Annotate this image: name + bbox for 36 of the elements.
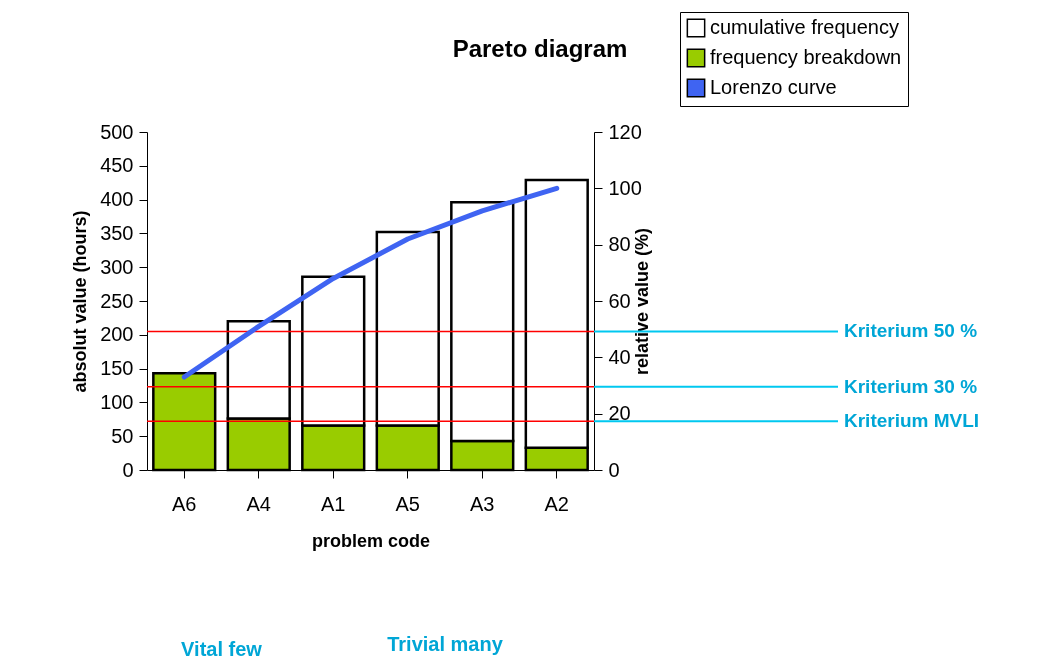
- y-axis-title: absolut value (hours): [70, 210, 91, 393]
- legend-label: cumulative frequency: [710, 16, 899, 38]
- ref-line-label: Kriterium 50 %: [844, 320, 978, 342]
- legend-label: frequency breakdown: [710, 46, 902, 68]
- x-tick-label: A2: [544, 492, 569, 515]
- y-tick-label: 350: [100, 221, 134, 244]
- y-tick-label: 200: [100, 323, 134, 346]
- x-tick-label: A1: [321, 492, 346, 515]
- y2-tick-label: 60: [608, 289, 631, 312]
- x-tick-label: A3: [470, 492, 495, 515]
- y-tick-label: 250: [100, 289, 134, 312]
- text: Vital few: [181, 638, 263, 660]
- x-tick-label: A5: [395, 492, 420, 515]
- chart-title: Pareto diagram: [452, 35, 628, 62]
- y2-tick-label: 0: [608, 458, 620, 481]
- legend-label: Lorenzo curve: [710, 76, 837, 98]
- y-tick-label: 500: [100, 120, 134, 143]
- y2-tick-label: 120: [608, 120, 642, 143]
- y2-tick-label: 80: [608, 233, 631, 256]
- y2-tick-label: 100: [608, 176, 642, 199]
- y-tick-label: 450: [100, 154, 134, 177]
- y-tick-label: 400: [100, 188, 134, 211]
- y2-tick-label: 40: [608, 345, 631, 368]
- x-tick-label: A4: [246, 492, 271, 515]
- y-tick-label: 0: [122, 458, 134, 481]
- ref-line-label: Kriterium 30 %: [844, 375, 978, 397]
- y2-axis-title: relative value (%): [631, 227, 652, 376]
- y-tick-label: 300: [100, 255, 134, 278]
- x-tick-label: A6: [172, 492, 197, 515]
- y-tick-label: 100: [100, 390, 134, 413]
- text: Trivial many: [387, 633, 504, 655]
- y-tick-label: 50: [111, 424, 134, 447]
- x-axis-title: problem code: [311, 530, 431, 551]
- y-tick-label: 150: [100, 357, 134, 380]
- y2-tick-label: 20: [608, 402, 631, 425]
- ref-line-label: Kriterium MVLI: [844, 410, 980, 432]
